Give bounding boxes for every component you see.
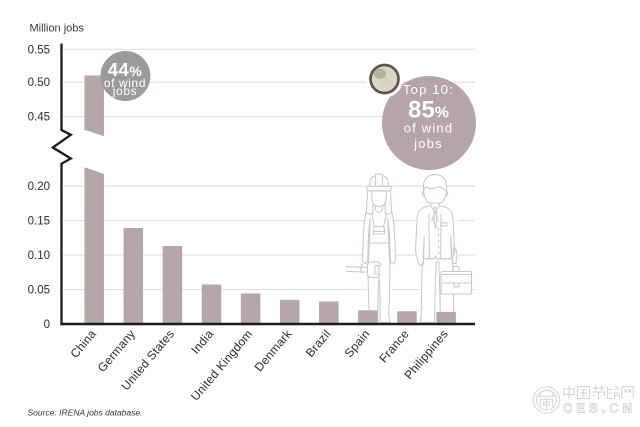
svg-text:Source: IRENA jobs database.: Source: IRENA jobs database. [28,408,143,418]
svg-text:Million jobs: Million jobs [30,23,85,35]
svg-text:44%: 44% [108,59,143,80]
svg-text:0.55: 0.55 [28,44,50,56]
svg-text:of wind: of wind [104,76,146,90]
svg-text:0.50: 0.50 [28,77,50,89]
svg-text:Top 10:: Top 10: [403,82,454,97]
svg-text:0.20: 0.20 [28,181,50,193]
svg-text:0.45: 0.45 [28,112,50,124]
svg-text:CES.CN: CES.CN [563,401,636,416]
svg-text:0.10: 0.10 [28,250,50,262]
svg-text:0: 0 [44,319,50,331]
svg-text:jobs: jobs [112,84,137,98]
svg-text:0.05: 0.05 [28,285,50,297]
svg-text:of wind: of wind [404,120,454,135]
svg-text:85%: 85% [408,96,449,123]
svg-text:jobs: jobs [413,136,443,151]
svg-text:0.15: 0.15 [28,216,50,228]
